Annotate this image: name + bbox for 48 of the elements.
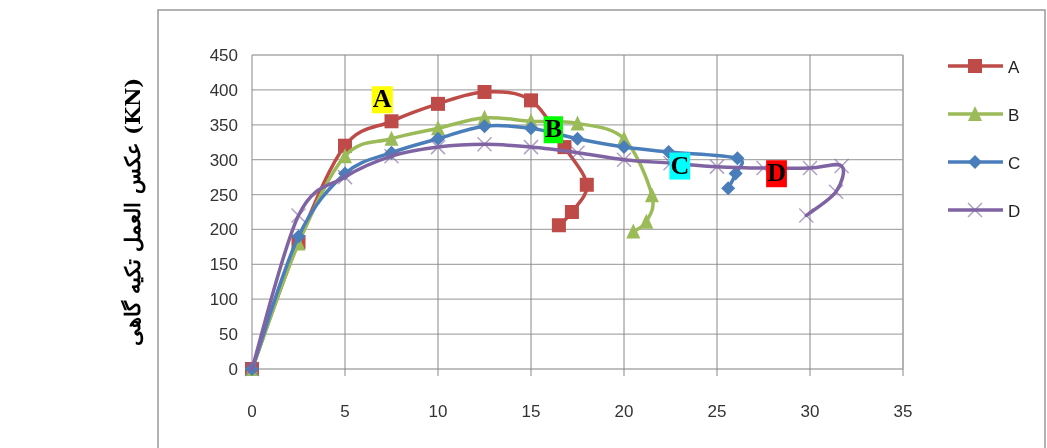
point	[617, 140, 631, 155]
point	[564, 205, 579, 219]
point	[644, 187, 659, 203]
annotation: A	[372, 84, 392, 114]
point	[639, 213, 654, 229]
y-tick-label: 100	[209, 290, 238, 310]
x-tick-label: 5	[340, 402, 350, 421]
x-tick-label: 25	[707, 402, 727, 421]
point	[431, 96, 445, 111]
point	[431, 131, 445, 146]
annotation: D	[767, 158, 786, 188]
point	[477, 84, 492, 99]
point	[570, 115, 585, 131]
annotation: C	[670, 150, 690, 180]
point	[551, 218, 566, 233]
point	[291, 229, 306, 244]
legend-label: A	[1008, 58, 1020, 77]
point	[477, 119, 492, 134]
y-tick-label: 150	[209, 255, 238, 275]
point	[570, 131, 585, 146]
point	[524, 93, 538, 108]
point	[524, 121, 538, 136]
y-tick-label: 0	[228, 360, 238, 379]
y-tick-label: 350	[209, 115, 238, 135]
x-tick-label: 20	[614, 402, 634, 421]
y-tick-label: 400	[209, 80, 238, 100]
y-tick-label: 200	[209, 220, 238, 240]
y-tick-label: 300	[209, 150, 238, 170]
y-tick-label: 50	[219, 325, 238, 345]
annotation: B	[544, 114, 562, 144]
x-tick-label: 15	[521, 402, 541, 421]
x-tick-label: 10	[428, 402, 448, 421]
y-tick-label: 250	[209, 185, 238, 205]
x-tick-label: 0	[247, 402, 257, 421]
x-tick-label: 30	[800, 402, 820, 421]
legend-label: C	[1008, 154, 1021, 173]
point	[730, 151, 745, 166]
point	[338, 148, 352, 164]
point	[626, 223, 641, 239]
legend-label: D	[1008, 202, 1021, 221]
y-tick-label: 450	[209, 46, 238, 65]
legend-label: B	[1008, 106, 1020, 125]
x-tick-label: 35	[893, 402, 913, 421]
point	[384, 114, 399, 129]
y-axis-title: عکس العمل تکیه گاهی (KN)	[120, 77, 146, 347]
point	[721, 181, 736, 196]
point	[579, 177, 594, 192]
point	[384, 130, 399, 146]
